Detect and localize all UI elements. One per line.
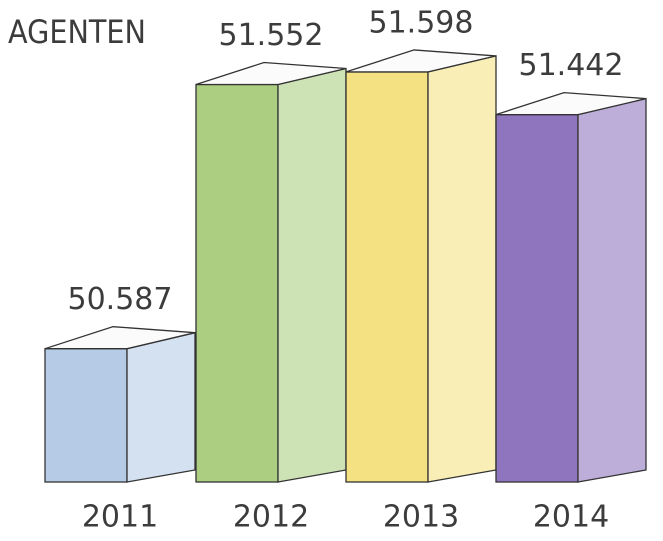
x-tick-label: 2011	[82, 500, 158, 535]
bar-side	[126, 331, 196, 483]
value-label: 51.552	[219, 18, 324, 53]
bar	[195, 61, 347, 483]
bar-front	[44, 348, 128, 483]
bar-front	[495, 113, 579, 483]
bar-top	[345, 49, 497, 73]
x-tick-label: 2014	[533, 500, 609, 535]
bar-side	[277, 67, 347, 483]
bar	[495, 91, 647, 483]
bar-front	[345, 71, 429, 483]
bar	[345, 49, 497, 483]
value-label: 51.442	[519, 48, 624, 83]
bar	[44, 326, 196, 483]
value-label: 51.598	[369, 5, 474, 40]
bar-side	[577, 97, 647, 483]
chart-title: AGENTEN	[8, 13, 146, 51]
bar-side	[427, 55, 497, 483]
x-tick-label: 2012	[233, 500, 309, 535]
x-tick-label: 2013	[383, 500, 459, 535]
value-label: 50.587	[68, 282, 173, 317]
bar-top	[195, 61, 347, 86]
bar-front	[195, 83, 279, 483]
bar-top	[495, 91, 647, 116]
bar-top	[44, 326, 196, 350]
